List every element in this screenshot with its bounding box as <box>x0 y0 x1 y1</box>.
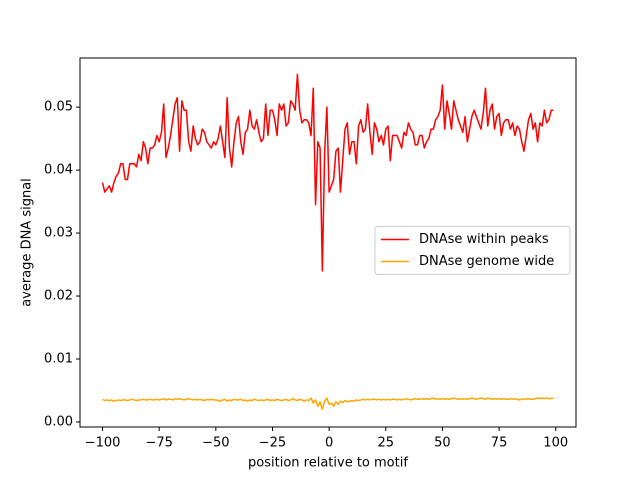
y-tick-label: 0.00 <box>44 414 73 429</box>
legend-label: DNAse within peaks <box>419 232 549 247</box>
x-axis-label: position relative to motif <box>248 456 408 471</box>
data-line <box>101 73 554 272</box>
y-tick-label: 0.04 <box>44 163 73 178</box>
x-tick-label: 75 <box>491 436 508 451</box>
y-tick-label: 0.03 <box>44 226 73 241</box>
y-tick-label: 0.01 <box>44 351 73 366</box>
y-tick-label: 0.05 <box>44 100 73 115</box>
y-tick-label: 0.02 <box>44 289 73 304</box>
data-line <box>102 397 554 411</box>
x-tick-label: 100 <box>543 436 568 451</box>
legend-box <box>374 226 571 275</box>
legend-label: DNAse genome wide <box>419 254 554 269</box>
y-axis-label: average DNA signal <box>20 178 35 307</box>
x-tick-label: −50 <box>202 436 229 451</box>
x-tick-label: −25 <box>259 436 286 451</box>
x-tick-label: −75 <box>145 436 172 451</box>
x-tick-label: 0 <box>325 436 333 451</box>
plot-frame <box>79 57 577 428</box>
x-tick-label: 50 <box>434 436 451 451</box>
x-tick-label: −100 <box>85 436 121 451</box>
x-tick-label: 25 <box>378 436 395 451</box>
